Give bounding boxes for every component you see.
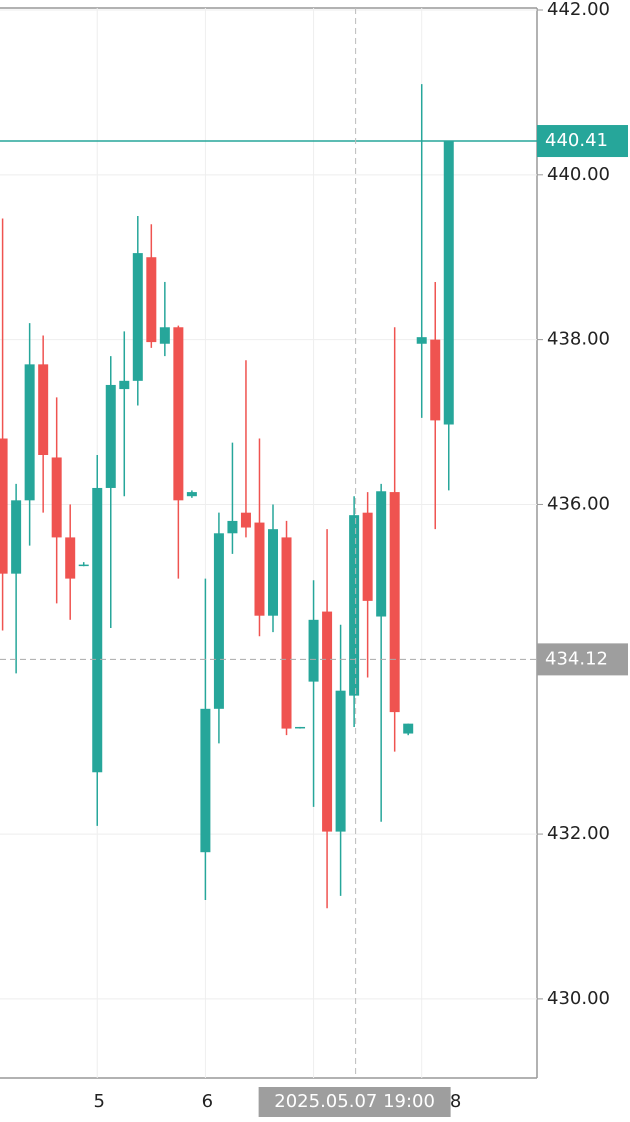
y-tick-label: 432.00	[547, 823, 610, 844]
candle-body	[24, 364, 35, 501]
candle-body	[308, 619, 319, 682]
candles	[0, 84, 454, 909]
candle-body	[78, 564, 89, 567]
candle-body	[200, 708, 211, 853]
candle-body	[295, 726, 306, 729]
candle-body	[349, 515, 360, 696]
candle-body	[146, 257, 157, 343]
candle-body	[268, 529, 278, 616]
candle-body	[362, 512, 373, 601]
candle-body	[335, 690, 346, 832]
x-tick-label: 6	[202, 1091, 213, 1112]
y-tick-label: 442.00	[547, 0, 610, 20]
candle-body	[322, 611, 333, 832]
candle-body	[173, 327, 184, 501]
y-tick-label: 436.00	[547, 493, 610, 514]
candle-body	[105, 384, 116, 488]
crosshair-time-box	[258, 1087, 451, 1117]
candle-body	[119, 380, 130, 390]
crosshair-time-label: 2025.05.07 19:00	[274, 1091, 435, 1112]
candle-body	[65, 537, 76, 579]
grid: 430.00 432.00 436.00 438.00 440.00 442.00	[0, 0, 610, 1079]
candle-body	[376, 491, 387, 617]
candle-body	[186, 492, 197, 497]
y-tick-label: 440.00	[547, 164, 610, 185]
candle-body	[0, 438, 8, 574]
candle-body	[227, 520, 238, 534]
x-tick-label: 8	[450, 1091, 461, 1112]
y-tick-label: 430.00	[547, 988, 610, 1009]
crosshair-price-box	[537, 643, 628, 676]
candle-body	[416, 337, 427, 344]
y-tick-label: 438.00	[547, 329, 610, 350]
candle-body	[254, 522, 265, 616]
overlay: 440.41 434.12 5 6 8 2025.05.07 19:00	[0, 8, 628, 1117]
candle-body	[38, 364, 49, 455]
candle-body	[389, 492, 400, 713]
candle-body	[240, 512, 251, 528]
last-price-box	[537, 125, 628, 158]
candle-body	[281, 537, 292, 729]
crosshair-price-label: 434.12	[545, 648, 608, 669]
candle-body	[11, 500, 22, 574]
x-tick-label: 5	[94, 1091, 105, 1112]
candle-body	[132, 253, 143, 381]
candle-body	[430, 339, 441, 421]
candle-body	[92, 487, 103, 773]
candle-body	[403, 723, 414, 734]
last-price-label: 440.41	[545, 130, 608, 151]
candle-body	[159, 327, 170, 344]
candle-body	[213, 533, 224, 709]
candle-body	[51, 457, 62, 538]
candle-body	[443, 141, 454, 425]
